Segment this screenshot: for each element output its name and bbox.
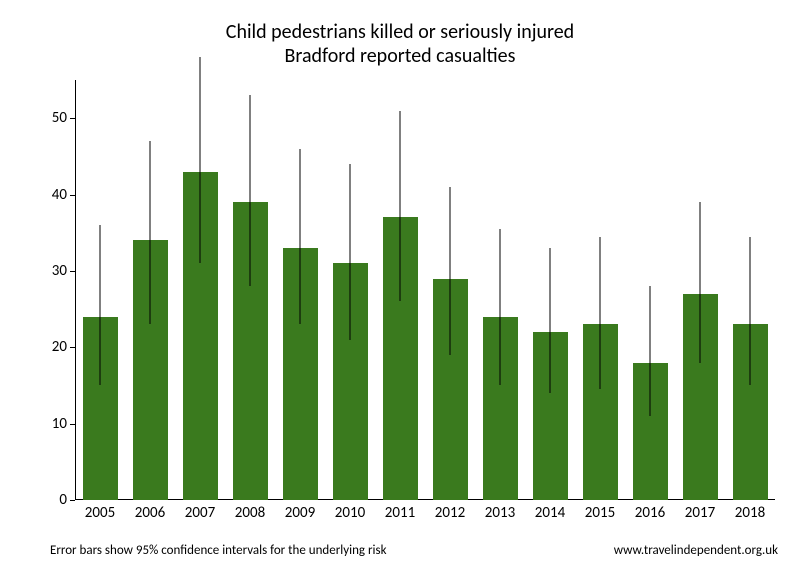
x-tick-label: 2005: [85, 504, 115, 522]
x-tick-label: 2009: [285, 504, 315, 522]
error-bar: [600, 237, 601, 390]
y-tick-mark: [70, 500, 75, 501]
x-tick-label: 2014: [535, 504, 565, 522]
error-bar: [550, 248, 551, 393]
y-tick-mark: [70, 118, 75, 119]
error-bar: [750, 237, 751, 386]
x-tick-label: 2015: [585, 504, 615, 522]
x-tick-label: 2016: [635, 504, 665, 522]
y-tick-label: 10: [52, 415, 67, 433]
y-tick-label: 40: [52, 186, 67, 204]
error-bar: [100, 225, 101, 385]
error-bar: [150, 141, 151, 324]
y-tick-mark: [70, 424, 75, 425]
error-bar: [500, 229, 501, 386]
y-tick-label: 0: [59, 491, 67, 509]
chart-title-line1: Child pedestrians killed or seriously in…: [0, 20, 800, 44]
x-tick-label: 2012: [435, 504, 465, 522]
error-bar: [300, 149, 301, 325]
error-bar: [250, 95, 251, 286]
error-bar: [200, 57, 201, 263]
error-bar: [650, 286, 651, 416]
chart-title-line2: Bradford reported casualties: [0, 44, 800, 68]
x-tick-label: 2007: [185, 504, 215, 522]
footnote-left: Error bars show 95% confidence intervals…: [50, 543, 387, 558]
chart-container: Child pedestrians killed or seriously in…: [0, 0, 800, 580]
x-tick-label: 2018: [735, 504, 765, 522]
x-axis-line: [75, 499, 775, 500]
y-tick-label: 50: [52, 109, 67, 127]
y-axis-line: [75, 80, 76, 500]
x-tick-label: 2006: [135, 504, 165, 522]
error-bar: [350, 164, 351, 340]
y-tick-mark: [70, 195, 75, 196]
y-tick-label: 30: [52, 262, 67, 280]
x-tick-label: 2011: [385, 504, 415, 522]
x-tick-label: 2013: [485, 504, 515, 522]
plot-area: 0102030405020052006200720082009201020112…: [75, 80, 775, 500]
x-tick-label: 2008: [235, 504, 265, 522]
y-tick-mark: [70, 347, 75, 348]
x-tick-label: 2010: [335, 504, 365, 522]
y-tick-label: 20: [52, 338, 67, 356]
footnote-right: www.travelindependent.org.uk: [614, 543, 778, 558]
error-bar: [400, 111, 401, 302]
y-tick-mark: [70, 271, 75, 272]
x-tick-label: 2017: [685, 504, 715, 522]
error-bar: [700, 202, 701, 362]
error-bar: [450, 187, 451, 355]
